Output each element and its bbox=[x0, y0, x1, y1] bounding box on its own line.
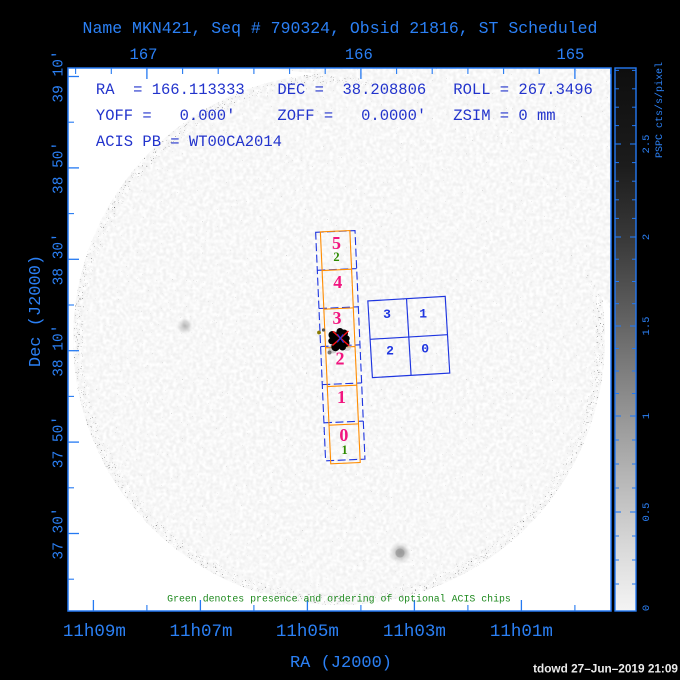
svg-text:11h03m: 11h03m bbox=[383, 622, 446, 642]
svg-text:37 30': 37 30' bbox=[52, 507, 68, 559]
svg-text:RA = 166.113333: RA = 166.113333 bbox=[96, 81, 245, 99]
svg-text:2: 2 bbox=[336, 349, 345, 369]
svg-text:3: 3 bbox=[383, 307, 391, 322]
svg-text:1: 1 bbox=[337, 387, 346, 407]
svg-text:DEC = 38.208806: DEC = 38.208806 bbox=[277, 81, 426, 99]
svg-text:39 10': 39 10' bbox=[52, 50, 68, 102]
svg-text:ROLL = 267.3496: ROLL = 267.3496 bbox=[453, 81, 593, 99]
svg-text:tdowd 27–Jun–2019 21:09: tdowd 27–Jun–2019 21:09 bbox=[533, 662, 678, 676]
svg-text:1.5: 1.5 bbox=[641, 317, 653, 336]
svg-text:0: 0 bbox=[421, 341, 429, 356]
svg-text:5: 5 bbox=[332, 233, 341, 253]
svg-text:0: 0 bbox=[641, 605, 653, 611]
svg-text:YOFF = 0.000': YOFF = 0.000' bbox=[96, 107, 236, 125]
svg-text:2: 2 bbox=[641, 234, 653, 240]
svg-text:3: 3 bbox=[333, 308, 342, 328]
svg-text:11h07m: 11h07m bbox=[169, 622, 232, 642]
svg-text:Dec (J2000): Dec (J2000) bbox=[27, 255, 46, 367]
svg-text:11h05m: 11h05m bbox=[276, 622, 339, 642]
svg-text:2.5: 2.5 bbox=[641, 135, 653, 154]
svg-text:165: 165 bbox=[556, 46, 584, 64]
svg-text:2: 2 bbox=[386, 343, 394, 358]
svg-text:1: 1 bbox=[341, 443, 347, 457]
svg-text:11h01m: 11h01m bbox=[490, 622, 553, 642]
svg-text:0.5: 0.5 bbox=[641, 503, 653, 522]
svg-text:ZOFF = 0.0000': ZOFF = 0.0000' bbox=[277, 107, 426, 125]
svg-text:167: 167 bbox=[130, 46, 158, 64]
svg-text:1: 1 bbox=[419, 306, 427, 321]
svg-text:ZSIM = 0 mm: ZSIM = 0 mm bbox=[453, 107, 555, 125]
svg-text:PSPC cts/s/pixel: PSPC cts/s/pixel bbox=[654, 62, 666, 158]
svg-text:37 50': 37 50' bbox=[52, 416, 68, 468]
svg-text:RA (J2000): RA (J2000) bbox=[290, 654, 392, 673]
svg-text:38 50': 38 50' bbox=[52, 142, 68, 194]
svg-text:Green denotes presence and ord: Green denotes presence and ordering of o… bbox=[167, 594, 511, 605]
svg-text:166: 166 bbox=[345, 46, 373, 64]
svg-text:38 10': 38 10' bbox=[52, 325, 68, 377]
svg-text:Name MKN421, Seq # 790324, Obs: Name MKN421, Seq # 790324, Obsid 21816, … bbox=[83, 19, 598, 38]
svg-text:0: 0 bbox=[339, 425, 348, 445]
svg-text:1: 1 bbox=[641, 413, 653, 419]
svg-text:11h09m: 11h09m bbox=[63, 622, 126, 642]
svg-text:2: 2 bbox=[333, 250, 339, 264]
svg-text:ACIS PB = WT00CA2014: ACIS PB = WT00CA2014 bbox=[96, 133, 282, 151]
svg-text:38 30': 38 30' bbox=[52, 233, 68, 285]
svg-text:4: 4 bbox=[333, 272, 342, 292]
